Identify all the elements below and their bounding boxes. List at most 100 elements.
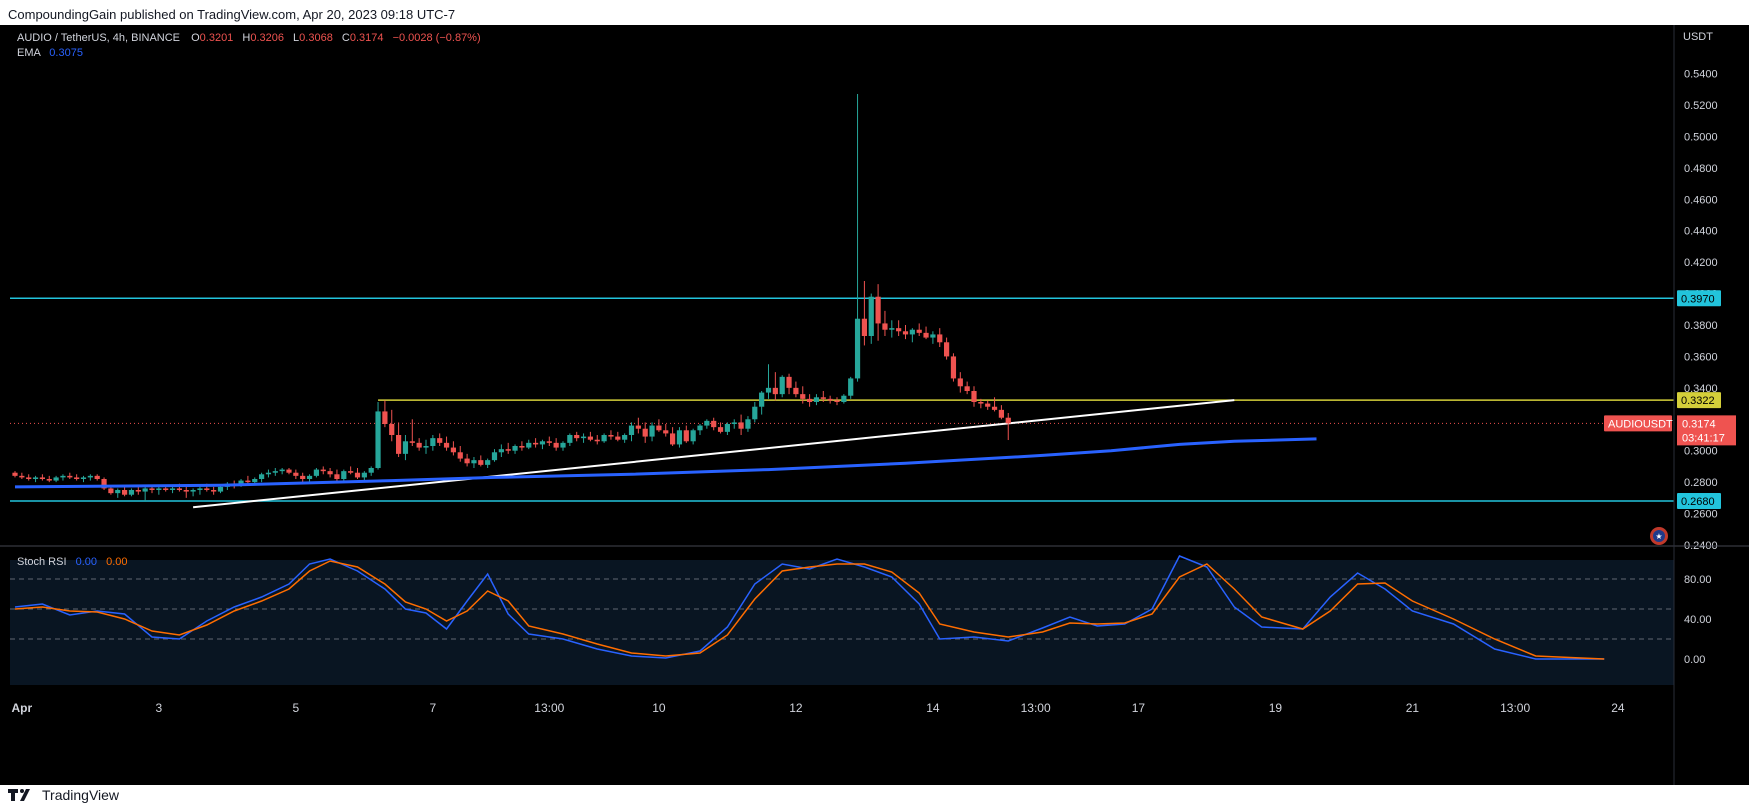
candle[interactable] <box>1005 413 1011 441</box>
candle[interactable] <box>649 422 655 442</box>
candle[interactable] <box>53 475 59 483</box>
chart-canvas[interactable]: 0.24000.26000.28000.30000.32000.34000.36… <box>0 25 1749 785</box>
candle[interactable] <box>259 472 265 483</box>
candle[interactable] <box>957 372 963 393</box>
candle[interactable] <box>437 433 443 446</box>
trendline[interactable] <box>192 399 1235 509</box>
candle[interactable] <box>964 381 970 395</box>
candle[interactable] <box>587 431 593 442</box>
candle[interactable] <box>12 471 18 478</box>
candle[interactable] <box>793 381 799 398</box>
candle[interactable] <box>293 469 299 479</box>
candle[interactable] <box>423 439 429 454</box>
candle[interactable] <box>711 417 717 431</box>
candle[interactable] <box>731 419 737 429</box>
candle[interactable] <box>286 468 292 475</box>
candle[interactable] <box>183 486 189 498</box>
candle[interactable] <box>512 444 518 454</box>
candle[interactable] <box>450 441 456 456</box>
candle[interactable] <box>334 469 340 483</box>
candle[interactable] <box>74 474 80 481</box>
candle[interactable] <box>772 372 778 401</box>
candle[interactable] <box>841 394 847 404</box>
candle[interactable] <box>115 488 121 498</box>
candle[interactable] <box>471 457 477 468</box>
candle[interactable] <box>724 422 730 435</box>
candle[interactable] <box>128 488 135 497</box>
candle[interactable] <box>211 486 217 495</box>
candle[interactable] <box>642 422 648 443</box>
stoch-k-line[interactable] <box>14 555 1605 660</box>
candle[interactable] <box>519 441 525 451</box>
candle[interactable] <box>745 416 751 432</box>
candle[interactable] <box>998 405 1004 420</box>
candle[interactable] <box>39 474 45 481</box>
candle[interactable] <box>265 469 272 478</box>
candle[interactable] <box>567 433 573 446</box>
candle[interactable] <box>526 439 532 450</box>
candle[interactable] <box>485 458 491 468</box>
candle[interactable] <box>800 386 806 404</box>
candle[interactable] <box>101 477 107 490</box>
candle[interactable] <box>505 442 511 454</box>
candle[interactable] <box>923 326 929 340</box>
candle[interactable] <box>402 435 409 461</box>
candle[interactable] <box>327 468 333 478</box>
candle[interactable] <box>574 431 580 442</box>
candle[interactable] <box>560 441 566 451</box>
candle[interactable] <box>313 468 319 478</box>
candle[interactable] <box>848 376 854 399</box>
candle[interactable] <box>683 425 689 443</box>
stoch-d-line[interactable] <box>14 560 1605 660</box>
candle[interactable] <box>902 325 909 340</box>
candle[interactable] <box>738 414 744 435</box>
candle[interactable] <box>944 337 950 360</box>
candle[interactable] <box>539 439 546 450</box>
candle[interactable] <box>361 471 367 481</box>
candle[interactable] <box>580 433 587 443</box>
candle[interactable] <box>478 455 484 467</box>
candle[interactable] <box>553 438 559 451</box>
candle[interactable] <box>443 436 450 451</box>
candle[interactable] <box>807 394 813 407</box>
candle[interactable] <box>601 433 607 443</box>
candle[interactable] <box>354 468 361 479</box>
candle[interactable] <box>752 402 758 423</box>
candle[interactable] <box>937 328 943 347</box>
candle[interactable] <box>786 373 792 395</box>
candle[interactable] <box>827 395 833 404</box>
candle[interactable] <box>300 472 306 483</box>
candle[interactable] <box>32 475 39 483</box>
candle[interactable] <box>348 466 354 475</box>
candle[interactable] <box>628 422 635 442</box>
candle[interactable] <box>985 400 991 410</box>
candle[interactable] <box>916 323 922 336</box>
candle[interactable] <box>306 474 313 483</box>
candle[interactable] <box>670 427 676 446</box>
candle[interactable] <box>635 417 641 434</box>
candle[interactable] <box>759 391 765 415</box>
candle[interactable] <box>676 427 683 448</box>
candle[interactable] <box>991 397 998 412</box>
candle[interactable] <box>717 422 724 434</box>
candle[interactable] <box>245 475 251 484</box>
candle[interactable] <box>375 402 381 470</box>
candle[interactable] <box>279 468 285 475</box>
candle[interactable] <box>142 486 148 501</box>
candle[interactable] <box>122 486 128 497</box>
candle[interactable] <box>272 468 278 476</box>
candle[interactable] <box>882 310 888 336</box>
candle[interactable] <box>190 488 196 497</box>
candle[interactable] <box>971 386 977 407</box>
candle[interactable] <box>396 422 402 457</box>
candle[interactable] <box>779 375 785 398</box>
candle[interactable] <box>813 394 820 406</box>
candle[interactable] <box>820 391 826 402</box>
candle[interactable] <box>80 475 87 483</box>
candle[interactable] <box>87 474 93 481</box>
chart-area[interactable]: 0.24000.26000.28000.30000.32000.34000.36… <box>0 25 1749 785</box>
candle[interactable] <box>389 409 395 442</box>
candle[interactable] <box>19 472 25 479</box>
candle[interactable] <box>197 486 203 495</box>
candle[interactable] <box>622 433 628 443</box>
